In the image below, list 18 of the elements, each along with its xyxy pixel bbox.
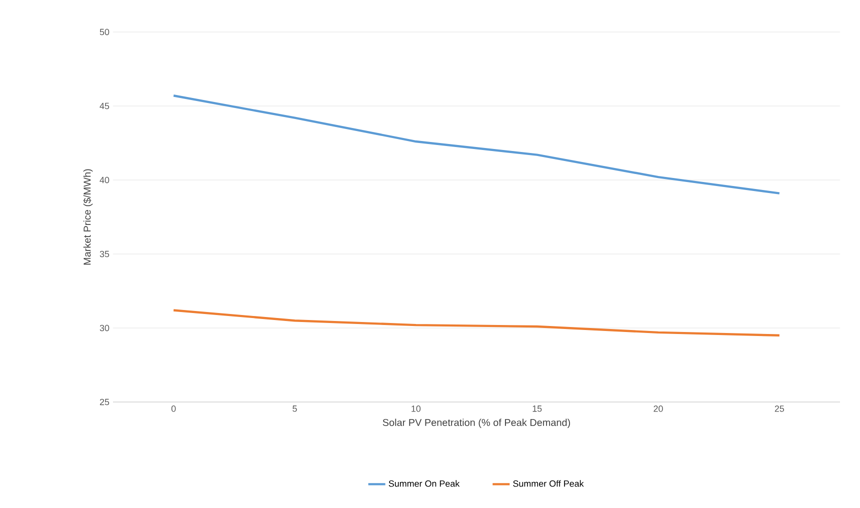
x-tick-label: 10 <box>412 406 421 412</box>
y-tick-label: 35 <box>100 250 110 258</box>
x-tick-label: 15 <box>532 406 542 412</box>
line-series <box>172 309 781 336</box>
x-tick-label: 5 <box>292 406 297 412</box>
y-tick-label: 25 <box>100 398 110 406</box>
legend-label: Summer On Peak <box>388 480 460 487</box>
x-axis-title: Solar PV Penetration (% of Peak Demand) <box>382 418 570 428</box>
line-series <box>172 94 781 194</box>
y-tick-label: 50 <box>100 28 110 36</box>
x-tick-label: 25 <box>774 406 784 412</box>
legend-label: Summer Off Peak <box>513 480 584 487</box>
x-tick-label: 20 <box>654 406 663 412</box>
y-tick-label: 45 <box>100 102 110 110</box>
y-tick-label: 40 <box>100 176 110 184</box>
y-tick-label: 30 <box>100 324 110 332</box>
x-tick-label: 0 <box>171 406 176 412</box>
y-axis-title: Market Price ($/MWh) <box>83 169 93 265</box>
